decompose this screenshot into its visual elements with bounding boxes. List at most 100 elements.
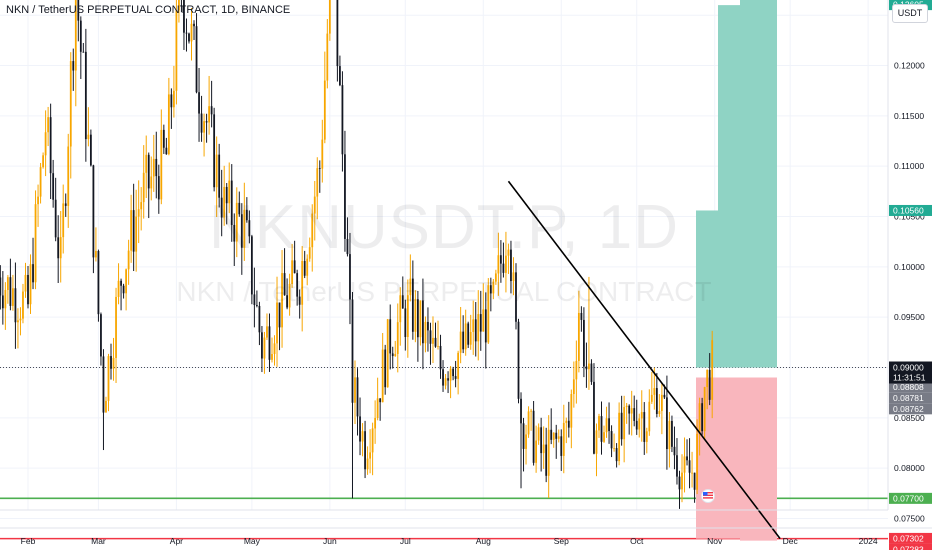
candle-body: [655, 388, 658, 414]
candle-body: [84, 51, 87, 140]
candle-body: [268, 326, 271, 360]
position-tools: [696, 0, 777, 541]
us-flag-icon[interactable]: [701, 489, 715, 503]
candle-body: [198, 92, 200, 114]
candle-body: [570, 394, 573, 428]
candle-body: [686, 456, 688, 461]
candle-body: [32, 264, 34, 283]
candle-body: [175, 10, 178, 91]
candle-body: [351, 299, 354, 403]
candle-body: [321, 139, 324, 169]
candle-body: [190, 23, 193, 42]
candle-body: [422, 300, 424, 344]
candle-body: [157, 176, 160, 200]
candle-body: [640, 412, 643, 419]
candle-body: [696, 433, 698, 490]
candle-body: [291, 260, 294, 284]
candle-body: [354, 377, 356, 403]
candle-body: [545, 444, 548, 476]
candle-body: [82, 51, 85, 53]
candle-body: [615, 448, 618, 462]
candle-body: [555, 432, 558, 439]
price-tag-label: 0.10560: [893, 205, 924, 215]
candle-body: [547, 429, 550, 476]
candle-body: [462, 331, 465, 350]
price-tag: [889, 403, 932, 415]
candle-body: [698, 403, 701, 434]
candle-body: [243, 209, 246, 248]
candle-body: [374, 417, 377, 429]
candle-body: [512, 272, 515, 282]
candle-body: [439, 345, 442, 370]
candle-body: [120, 280, 122, 286]
candle-body: [399, 295, 402, 323]
candle-body: [605, 418, 608, 433]
candle-body: [630, 408, 633, 414]
time-tick-label: Mar: [91, 536, 106, 546]
candle-body: [64, 203, 67, 206]
candle-body: [271, 354, 273, 360]
candle-body: [419, 300, 422, 338]
candle-body: [152, 158, 155, 177]
candle-body: [341, 85, 344, 155]
currency-unit-button[interactable]: USDT: [892, 4, 928, 23]
candle-body: [708, 369, 711, 400]
candle-body: [530, 410, 532, 412]
candle-body: [47, 117, 50, 133]
candle-body: [137, 209, 140, 217]
candle-body: [301, 260, 304, 305]
candle-body: [326, 33, 329, 81]
candle-body: [693, 472, 696, 490]
candle-body: [583, 319, 585, 367]
time-tick-label: Aug: [476, 536, 491, 546]
price-tag: [889, 381, 932, 393]
candle-body: [6, 277, 9, 291]
candle-body: [598, 416, 600, 431]
candle-body: [323, 80, 326, 140]
candle-body: [54, 199, 57, 238]
candle-body: [359, 416, 361, 442]
candle-body: [150, 176, 153, 189]
candle-body: [447, 378, 449, 381]
candle-body: [29, 264, 32, 305]
candle-body: [535, 440, 538, 463]
candle-body: [676, 455, 678, 477]
candle-body: [572, 379, 575, 395]
candle-body: [633, 408, 636, 421]
time-tick-label: Sep: [554, 536, 569, 546]
candle-body: [580, 312, 583, 320]
price-tag-label: 0.08808: [893, 382, 924, 392]
candle-body: [474, 319, 477, 342]
position-profit-zone: [718, 5, 740, 368]
candle-body: [384, 349, 387, 388]
candle-body: [107, 356, 110, 401]
price-tag-label: 0.08781: [893, 393, 924, 403]
candle-body: [122, 285, 125, 294]
candle-body: [59, 237, 62, 259]
candle-body: [369, 452, 371, 459]
candle-body: [286, 295, 288, 308]
price-tick-label: 0.11000: [894, 161, 924, 171]
candle-body: [12, 288, 14, 306]
candle-body: [316, 168, 319, 197]
candle-body: [454, 376, 457, 379]
candle-body: [266, 326, 268, 338]
candle-body: [525, 434, 527, 449]
candle-body: [208, 106, 211, 123]
candle-body: [427, 321, 429, 331]
candle-body: [110, 356, 112, 369]
candle-body: [595, 430, 598, 454]
candle-body: [245, 209, 248, 221]
price-tick-label: 0.08000: [894, 463, 925, 473]
candle-body: [494, 273, 497, 282]
candle-body: [645, 431, 648, 442]
candle-body: [223, 186, 226, 218]
candle-body: [349, 254, 351, 300]
candle-body: [117, 280, 120, 297]
description-watermark: NKN / TetherUS PERPETUAL CONTRACT: [176, 276, 712, 307]
candle-body: [489, 285, 492, 294]
time-tick-label: Dec: [783, 536, 799, 546]
candle-body: [515, 272, 517, 322]
candle-body: [442, 369, 444, 386]
